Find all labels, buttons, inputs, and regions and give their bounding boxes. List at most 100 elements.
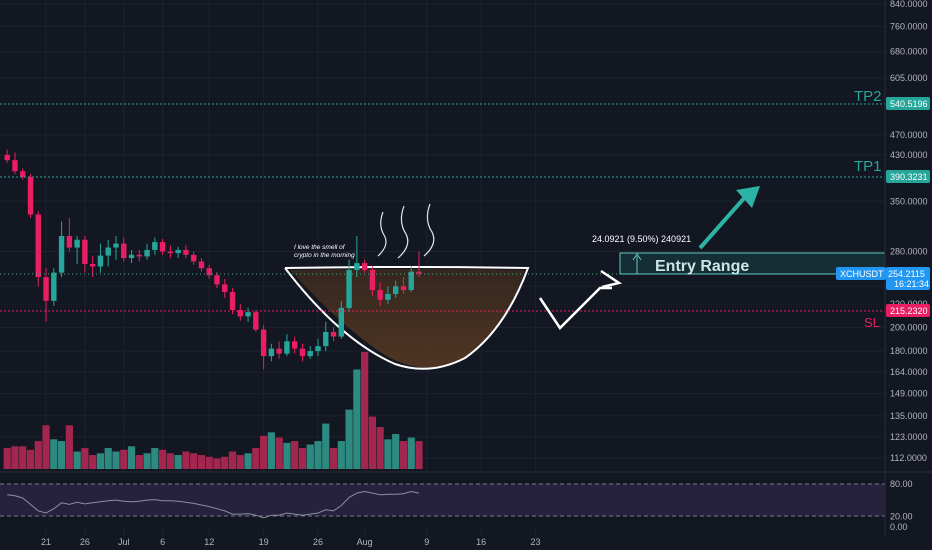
candle xyxy=(408,266,414,292)
volume-bar xyxy=(228,451,237,469)
price-tick: 135.0000 xyxy=(890,411,928,421)
candle xyxy=(20,168,26,180)
price-tick: 200.0000 xyxy=(890,322,928,332)
price-tick: 680.0000 xyxy=(890,47,928,57)
volume-bar xyxy=(252,448,260,469)
candle-body xyxy=(315,346,321,352)
time-tick: Jul xyxy=(118,537,130,547)
candle xyxy=(152,237,158,255)
candle xyxy=(222,278,228,298)
candle xyxy=(276,341,282,359)
candle-body xyxy=(408,271,414,291)
volume-bar xyxy=(42,425,50,469)
target-arrow xyxy=(698,194,748,250)
candle-body xyxy=(175,249,181,254)
candle xyxy=(113,235,119,260)
measure-label: 24.0921 (9.50%) 240921 xyxy=(592,234,691,244)
volume-bar xyxy=(120,449,128,469)
candle xyxy=(89,255,96,278)
volume-bar xyxy=(26,449,35,469)
tp1-price-badge: 390.3231 xyxy=(886,170,930,183)
price-tick: 280.0000 xyxy=(890,247,928,257)
volume-bar xyxy=(415,441,423,469)
candle-body xyxy=(167,251,174,254)
candle-body xyxy=(400,286,407,291)
volume-bar xyxy=(50,439,58,469)
candle xyxy=(4,149,10,163)
volume-bar xyxy=(197,455,206,469)
candle xyxy=(136,249,142,262)
price-axis[interactable]: 840.0000 760.0000 680.0000 605.0000 470.0000… xyxy=(890,0,928,463)
price-tick: 149.0000 xyxy=(890,389,928,399)
volume-bar xyxy=(81,448,89,469)
candle xyxy=(159,239,166,255)
rsi-tick: 80.00 xyxy=(890,479,913,489)
tp2-label: TP2 xyxy=(854,88,882,105)
candle-body xyxy=(237,310,243,317)
candle xyxy=(315,338,321,357)
candle xyxy=(237,303,243,321)
rsi-band xyxy=(0,484,885,516)
candle-body xyxy=(338,307,345,337)
volume-bar xyxy=(3,448,11,469)
measure-arrow-head xyxy=(632,253,642,261)
price-tick: 112.0000 xyxy=(890,453,927,463)
candle xyxy=(346,259,352,313)
volume-bar xyxy=(399,441,408,469)
candle-body xyxy=(260,329,267,357)
candle xyxy=(167,245,174,259)
candle-body xyxy=(113,243,119,248)
candle xyxy=(400,277,407,294)
volume-bar xyxy=(353,369,361,469)
candle-body xyxy=(105,247,111,256)
volume-bar xyxy=(104,448,112,469)
note-line-2: crypto in the morning xyxy=(294,252,355,259)
candle-body xyxy=(361,263,368,270)
candle xyxy=(284,334,290,357)
note-line-1: I love the smell of xyxy=(294,244,346,251)
entry-range-label: Entry Range xyxy=(655,258,749,275)
price-tick: 760.0000 xyxy=(890,22,928,32)
volume-bar xyxy=(166,453,174,469)
sl-label: SL xyxy=(864,315,880,330)
candle xyxy=(299,343,306,362)
candle xyxy=(354,235,360,278)
candle-body xyxy=(346,269,352,308)
candle-body xyxy=(144,249,150,257)
tp1-label: TP1 xyxy=(854,158,882,175)
candle-body xyxy=(416,271,422,274)
sl-price-badge: 215.2320 xyxy=(886,304,930,317)
candle-body xyxy=(354,263,360,270)
volume-bar xyxy=(96,453,105,469)
price-tick: 470.0000 xyxy=(890,130,928,140)
volume-bar xyxy=(73,451,81,469)
last-price-badge: XCHUSDT 254.2115 16:21:34 xyxy=(836,267,930,290)
candle-body xyxy=(253,312,259,330)
candle xyxy=(190,251,197,265)
time-tick: 12 xyxy=(204,537,214,547)
volume-bar xyxy=(407,437,415,469)
volume-bar xyxy=(260,435,268,469)
volume-bar xyxy=(112,451,120,469)
candle-body xyxy=(89,263,96,267)
volume-bars xyxy=(3,352,423,469)
candle-body xyxy=(369,269,376,291)
candle-body xyxy=(276,348,282,354)
volume-bar xyxy=(57,441,66,469)
candle xyxy=(330,327,337,342)
time-tick: 21 xyxy=(41,537,51,547)
time-axis[interactable]: 21 26 Jul 6 12 19 26 Aug 9 16 23 xyxy=(41,537,541,547)
volume-bar xyxy=(19,446,27,469)
volume-bar xyxy=(283,442,291,469)
price-tick: 430.0000 xyxy=(890,150,928,160)
candle-body xyxy=(229,291,236,311)
volume-bar xyxy=(190,453,198,469)
candle xyxy=(12,152,18,175)
candle-body xyxy=(66,235,73,248)
candle xyxy=(51,268,57,306)
volume-bar xyxy=(221,456,229,469)
rsi-tick: 20.00 xyxy=(890,511,913,521)
candle xyxy=(58,221,65,278)
volume-bar xyxy=(174,455,182,469)
